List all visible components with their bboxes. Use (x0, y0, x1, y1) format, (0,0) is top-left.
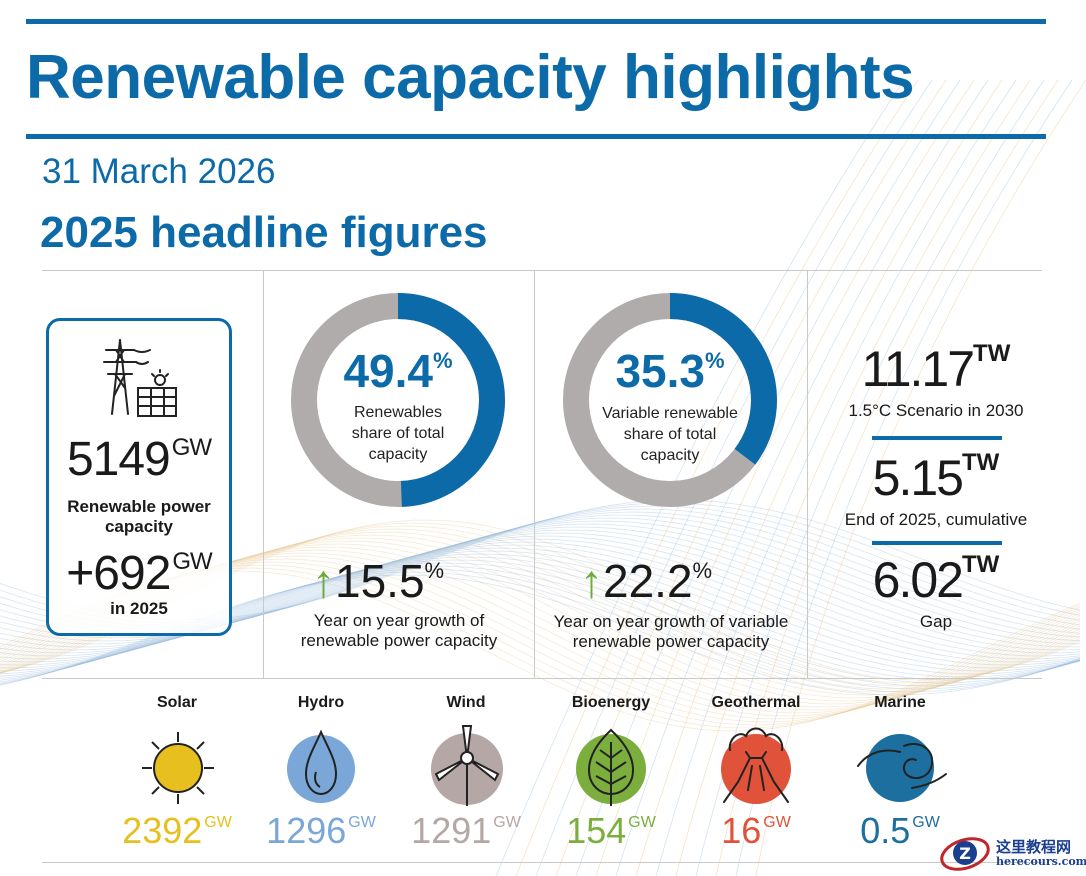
donut-share-arc (291, 293, 505, 507)
section-subtitle: 2025 headline figures (40, 208, 488, 257)
background-wave-line (735, 79, 1073, 876)
tech-name-marine: Marine (874, 694, 926, 711)
sun-icon (142, 732, 214, 804)
background-wave-line (0, 538, 1081, 660)
tech-name-bioenergy: Bioenergy (571, 694, 651, 711)
cumulative-label: End of 2025, cumulative (844, 510, 1028, 529)
tech-value-bioenergy: 154 GW (566, 810, 656, 851)
section-divider (42, 270, 1042, 271)
up-arrow-icon: ↑ (312, 555, 335, 607)
background-wave-line (615, 79, 989, 876)
background-wave-line (0, 529, 1081, 651)
background-wave-line (695, 79, 1045, 876)
added-capacity-label: in 2025 (110, 599, 168, 618)
tech-name-solar: Solar (156, 694, 197, 711)
title-rule (26, 134, 1046, 139)
renewable-share-donut (291, 293, 505, 507)
donut-share-arc (563, 293, 777, 507)
tech-value-solar: 2392 GW (122, 810, 232, 851)
top-rule (26, 19, 1046, 24)
watermark-logo-icon: Z (940, 837, 990, 871)
wave-icon (857, 734, 947, 802)
report-date: 31 March 2026 (42, 152, 276, 191)
page-title: Renewable capacity highlights (26, 43, 915, 112)
svg-text:Z: Z (959, 844, 971, 863)
section-divider (42, 678, 1042, 679)
panel-divider (534, 270, 535, 678)
renewable-share-label: Renewables share of total capacity (351, 404, 445, 463)
background-wave-line (675, 79, 1031, 876)
water-drop-icon (287, 729, 355, 803)
variable-share-label: Variable renewable share of total capaci… (602, 405, 738, 464)
tech-value-geothermal: 16 GW (721, 810, 791, 851)
cumulative-value: 5.15TW (872, 449, 1000, 506)
tech-value-hydro: 1296 GW (266, 810, 376, 851)
background-wave-line (655, 79, 1017, 876)
background-wave-line (0, 544, 1081, 666)
renewable-share-value: 49.4% (343, 345, 453, 397)
tech-name-wind: Wind (446, 694, 486, 711)
capacity-card (46, 318, 232, 636)
volcano-icon (721, 727, 791, 804)
tech-value-marine: 0.5 GW (860, 810, 940, 851)
gap-value: 6.02TW (872, 551, 1000, 608)
background-wave-line (515, 79, 919, 876)
panel-divider (263, 270, 264, 678)
variable-share-donut (563, 293, 777, 507)
variable-share-value: 35.3% (615, 345, 725, 397)
variable-growth-label: Year on year growth of variable renewabl… (553, 612, 789, 651)
wind-turbine-icon (431, 725, 503, 806)
watermark-title: 这里教程网 (996, 838, 1072, 856)
renewable-growth-value: ↑15.5% (312, 555, 445, 607)
tech-name-hydro: Hydro (297, 694, 345, 711)
tech-name-geothermal: Geothermal (711, 694, 801, 711)
up-arrow-icon: ↑ (580, 555, 603, 607)
background-wave-line (755, 79, 1086, 876)
pylon-solar-icon (103, 339, 177, 417)
background-wave-line (495, 79, 905, 876)
leaf-icon (576, 728, 646, 806)
background-wave-line (635, 79, 1003, 876)
scenario-label: 1.5°C Scenario in 2030 (848, 401, 1024, 420)
tech-value-wind: 1291 GW (411, 810, 521, 851)
target-divider (872, 541, 1002, 545)
total-capacity-value: 5149GW (66, 433, 212, 486)
background-wave-line (535, 79, 933, 876)
bottom-divider (42, 862, 1042, 863)
background-wave-line (0, 532, 1081, 654)
background-wave-line (0, 541, 1081, 663)
added-capacity-value: +692GW (66, 547, 212, 600)
gap-label: Gap (919, 612, 953, 631)
background-wave-line (0, 535, 1081, 657)
panel-divider (807, 270, 808, 678)
variable-growth-value: ↑22.2% (580, 555, 713, 607)
watermark-url: herecours.com (996, 855, 1086, 868)
background-wave-line (595, 79, 975, 876)
scenario-value: 11.17TW (861, 340, 1011, 397)
total-capacity-label: Renewable power capacity (67, 497, 211, 536)
background-wave-line (0, 526, 1080, 648)
target-divider (872, 436, 1002, 440)
renewable-growth-label: Year on year growth of renewable power c… (300, 611, 498, 650)
